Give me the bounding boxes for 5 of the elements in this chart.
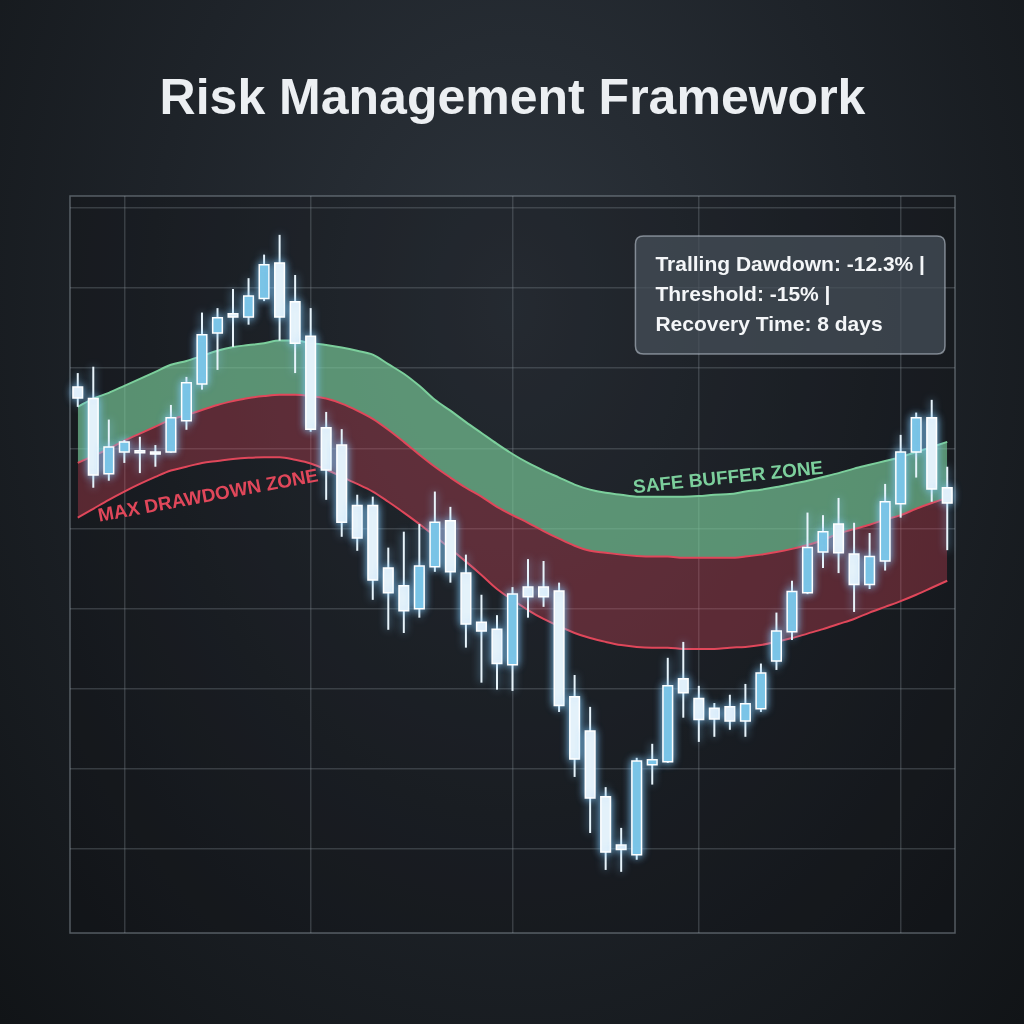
annotation: Recovery Time: 8 days (655, 311, 883, 335)
annotation: Tralling Dawdown: -12.3% | (655, 251, 926, 275)
annotation: Threshold: -15% | (655, 281, 831, 305)
text: SAFE BUFFER ZONE (632, 456, 825, 498)
chart-title: Risk Management Framework (159, 68, 866, 125)
